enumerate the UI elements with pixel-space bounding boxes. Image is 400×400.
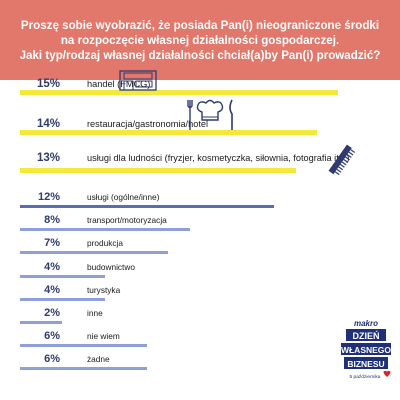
category-label: handel (FMCG) — [87, 79, 151, 89]
category-label: restauracja/gastronomia/hotel — [87, 119, 209, 129]
bar — [20, 90, 338, 95]
category-label: nie wiem — [87, 331, 120, 342]
logo-line-1: DZIEŃ — [353, 331, 380, 341]
bar — [20, 367, 148, 371]
logo-date: 5 października — [350, 374, 381, 380]
value-label: 13% — [36, 152, 60, 164]
makro-logo: makro DZIEŃ WŁASNEGO BIZNESU 5 październ… — [340, 318, 392, 388]
bar — [20, 130, 317, 135]
bar — [20, 321, 63, 324]
category-label: budownictwo — [87, 261, 135, 272]
chef-hat-cutlery-icon — [187, 99, 233, 130]
value-label: 15% — [36, 78, 60, 90]
bar — [20, 168, 296, 173]
value-label: 2% — [44, 307, 60, 319]
question-header: Proszę sobie wyobrazić, że posiada Pan(i… — [0, 0, 400, 80]
bar — [20, 205, 275, 208]
comb-icon — [328, 144, 356, 176]
category-label: usługi dla ludności (fryzjer, kosmetyczk… — [87, 153, 350, 163]
value-label: 14% — [36, 118, 60, 130]
category-label: żadne — [87, 354, 110, 365]
bar — [20, 344, 148, 348]
value-label: 4% — [44, 260, 60, 273]
question-line-3: Jaki typ/rodzaj własnej działalności chc… — [19, 48, 381, 62]
logo-line-3: BIZNESU — [347, 359, 384, 369]
value-label: 4% — [44, 283, 60, 296]
bar — [20, 297, 105, 301]
bar — [20, 228, 190, 232]
value-label: 7% — [44, 237, 60, 250]
category-label: usługi (ogólne/inne) — [87, 192, 160, 202]
category-label: inne — [87, 308, 103, 318]
question-line-1: Proszę sobie wyobrazić, że posiada Pan(i… — [20, 18, 380, 32]
shop-icon — [119, 70, 157, 91]
bar — [20, 251, 169, 255]
category-label: transport/motoryzacja — [87, 215, 167, 226]
heart-icon — [383, 370, 391, 377]
value-label: 6% — [44, 330, 60, 343]
value-label: 6% — [44, 353, 60, 366]
logo-line-2: WŁASNEGO — [341, 345, 391, 355]
logo-brand: makro — [354, 319, 378, 328]
category-label: produkcja — [87, 238, 123, 249]
bar — [20, 274, 105, 278]
value-label: 12% — [37, 191, 60, 203]
value-label: 8% — [44, 214, 60, 227]
category-label: turystyka — [87, 284, 121, 295]
question-line-2: na rozpoczęcie własnej działalności gosp… — [60, 33, 340, 47]
